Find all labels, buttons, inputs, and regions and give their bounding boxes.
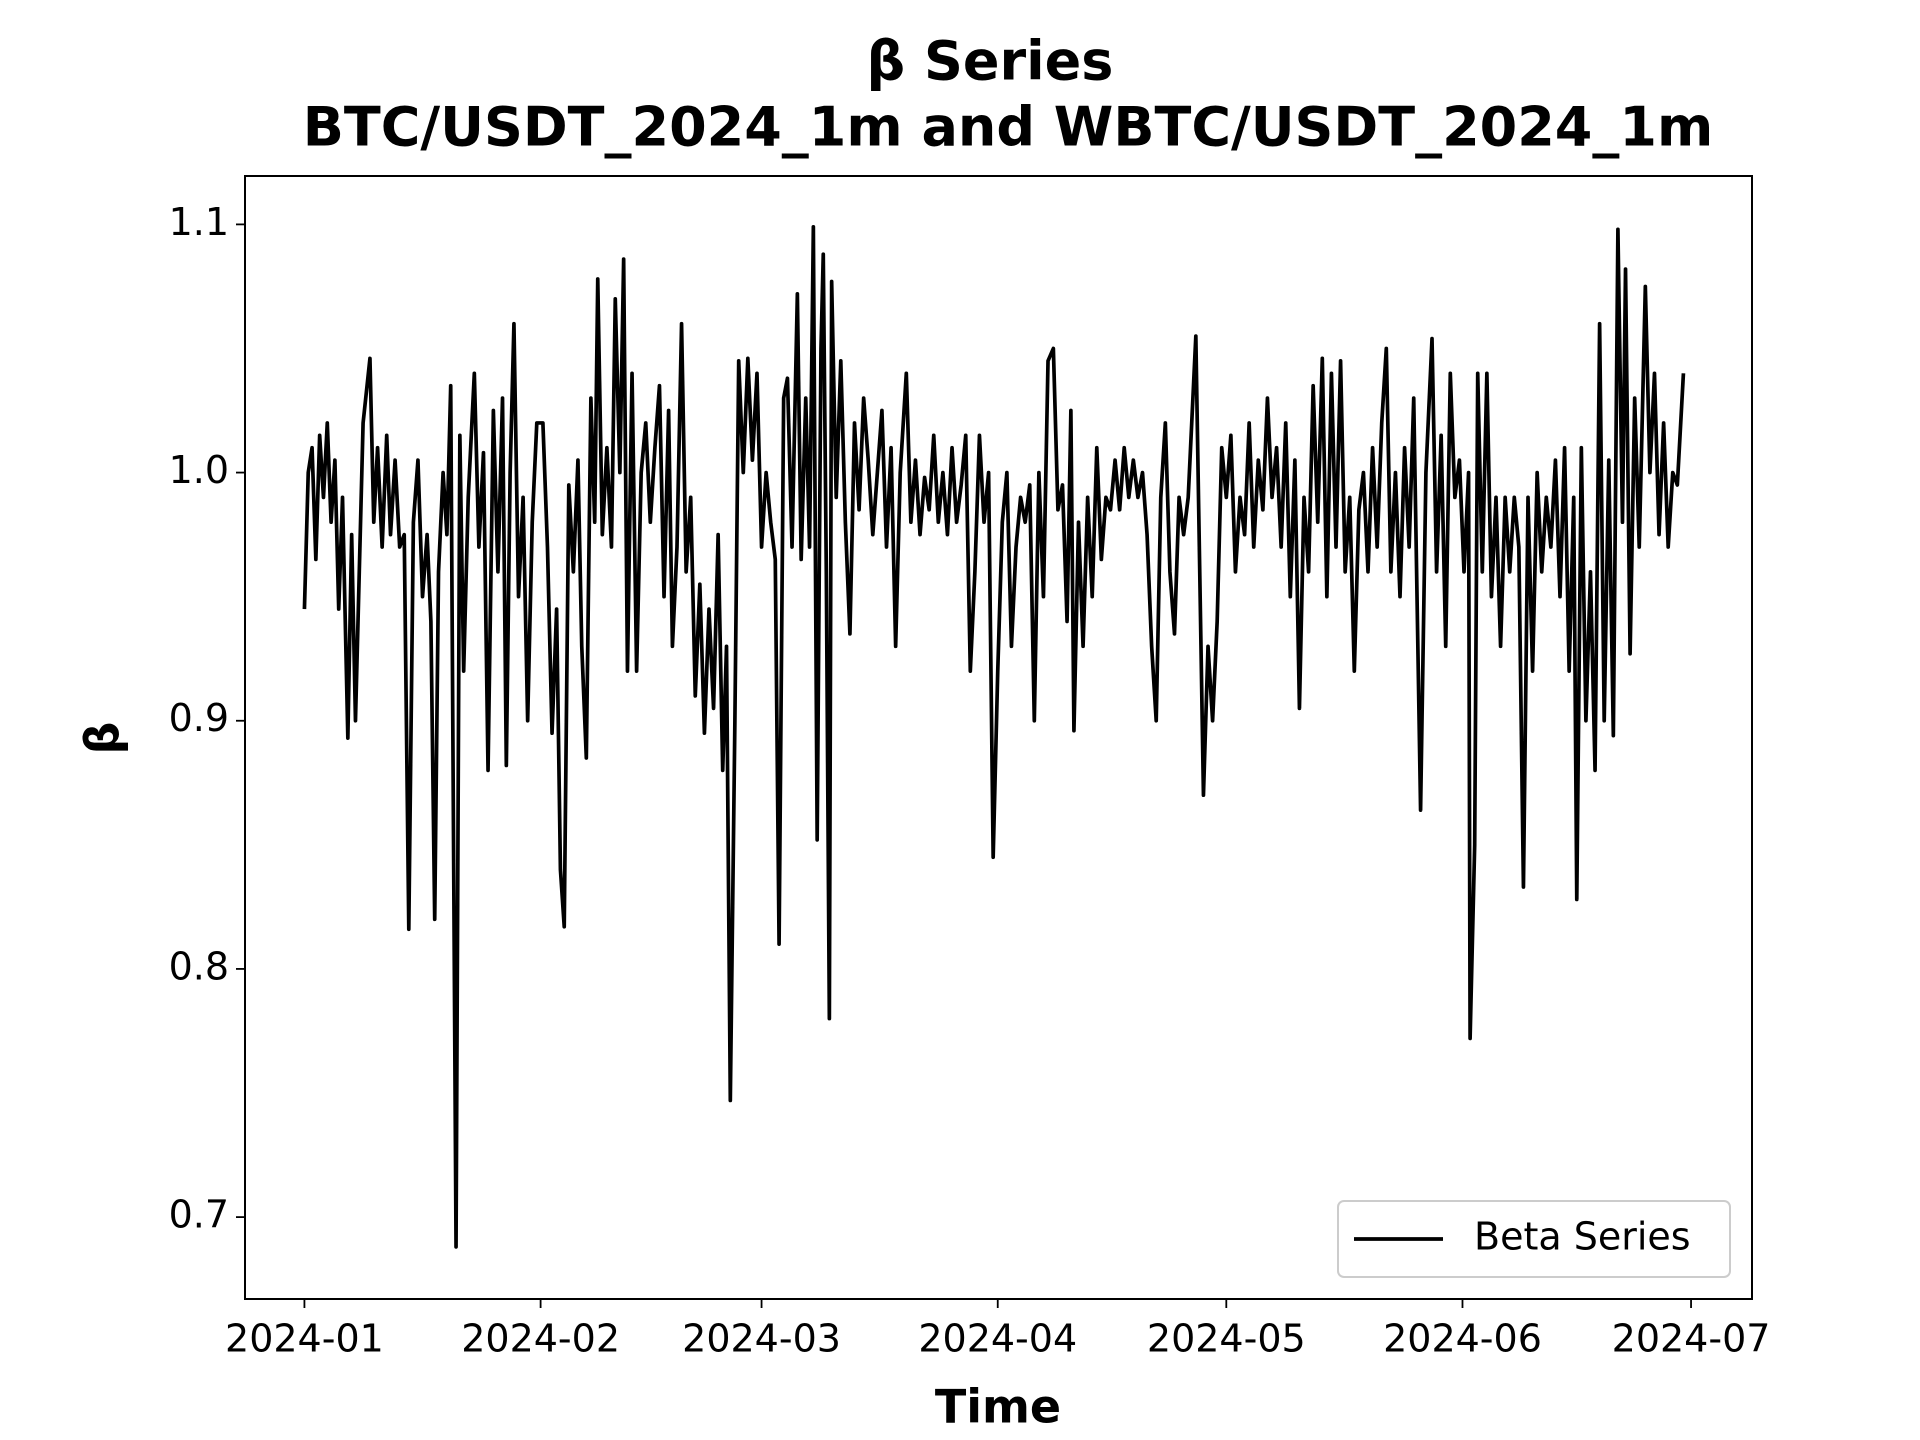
- y-tick-label: 0.7: [169, 1193, 229, 1237]
- x-tick-label: 2024-01: [225, 1317, 384, 1361]
- y-tick-label: 1.0: [169, 448, 229, 492]
- legend-box: [1337, 1200, 1731, 1278]
- chart-subtitle: BTC/USDT_2024_1m and WBTC/USDT_2024_1m: [303, 96, 1713, 159]
- line-series: [302, 225, 1686, 1249]
- x-axis-label: Time: [935, 1380, 1061, 1434]
- x-tick-label: 2024-05: [1147, 1317, 1306, 1361]
- x-tick-label: 2024-04: [918, 1317, 1077, 1361]
- y-axis-label: β: [76, 722, 130, 755]
- y-tick-label: 1.1: [169, 200, 229, 244]
- y-tick-label: 0.8: [169, 944, 229, 988]
- x-tick-label: 2024-07: [1612, 1317, 1771, 1361]
- x-tick-label: 2024-02: [461, 1317, 620, 1361]
- chart-title: β Series: [867, 30, 1114, 93]
- y-tick-label: 0.9: [169, 696, 229, 740]
- legend-label: Beta Series: [1474, 1215, 1691, 1259]
- x-tick-label: 2024-06: [1383, 1317, 1542, 1361]
- plot-frame: [244, 175, 1753, 1300]
- x-tick-label: 2024-03: [682, 1317, 841, 1361]
